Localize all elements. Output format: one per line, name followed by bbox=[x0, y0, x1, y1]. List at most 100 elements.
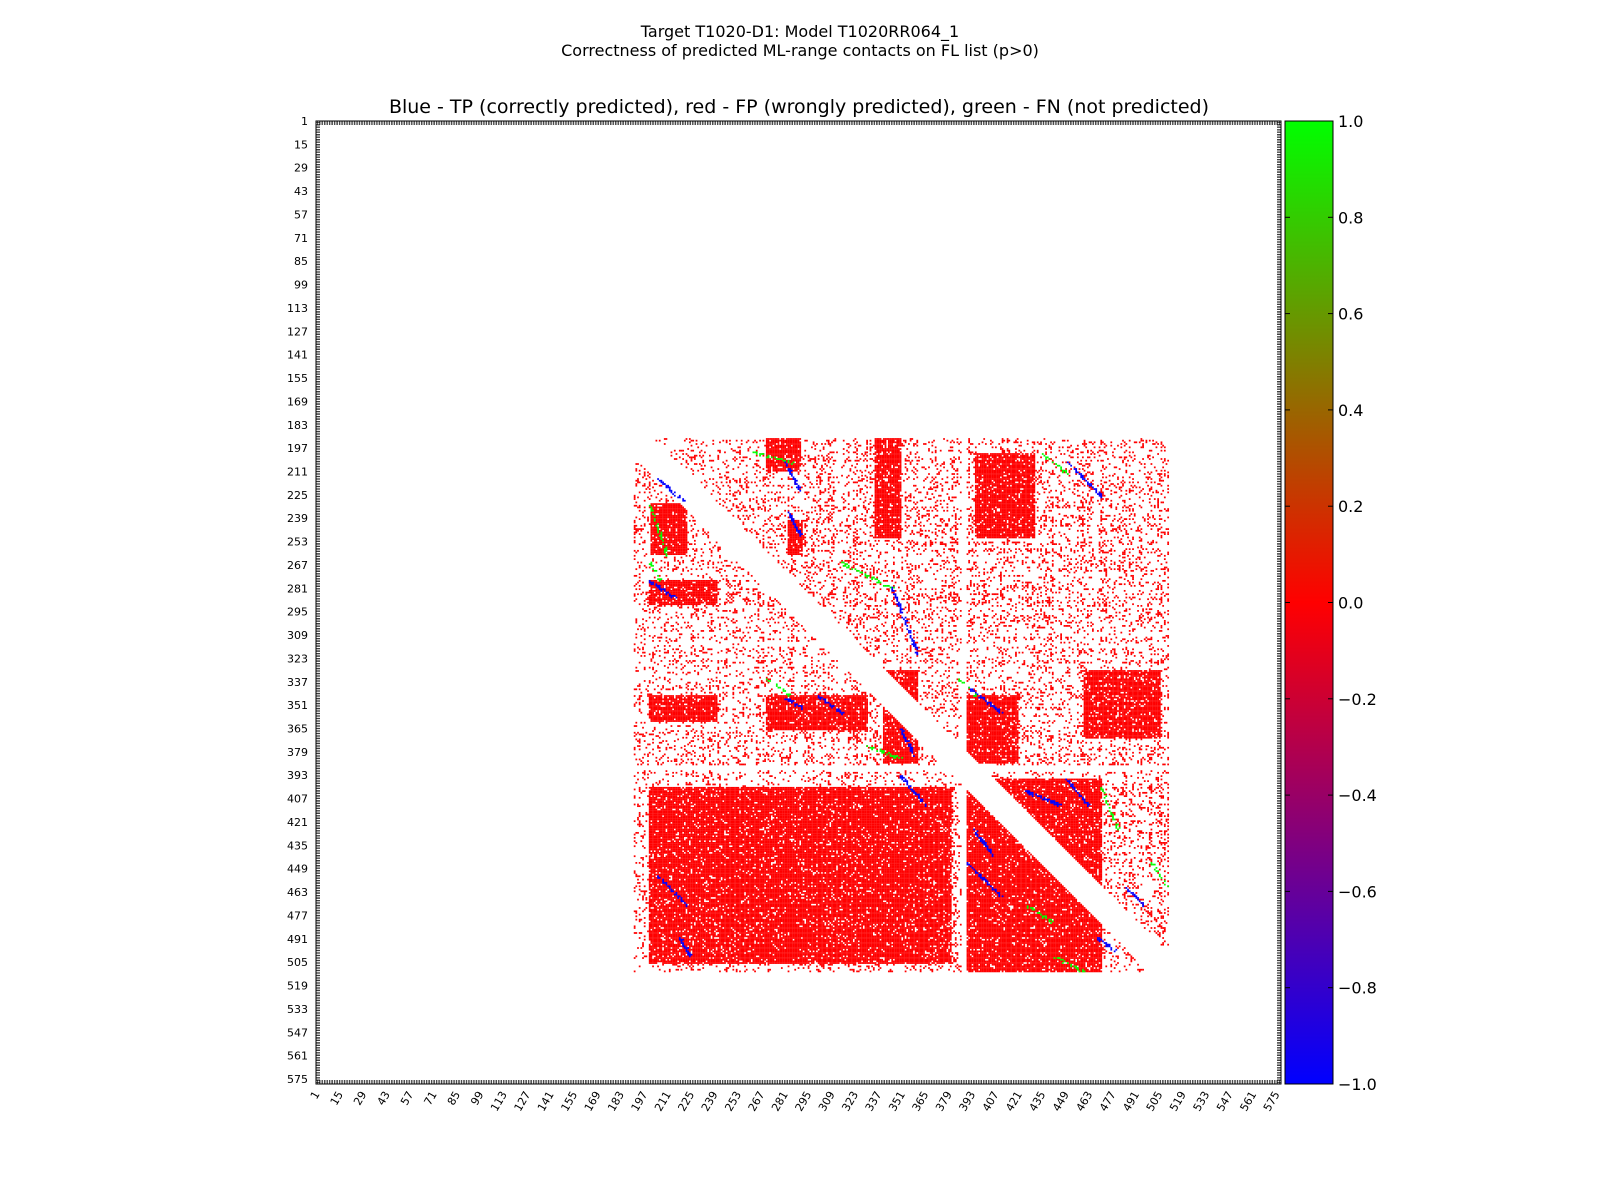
fp-contact-cell bbox=[667, 553, 669, 555]
fp-contact-cell bbox=[635, 842, 637, 844]
fp-contact-cell bbox=[649, 857, 651, 859]
fp-contact-cell bbox=[654, 583, 656, 585]
fp-contact-cell bbox=[650, 884, 652, 886]
fp-contact-cell bbox=[661, 522, 663, 524]
fp-contact-cell bbox=[656, 862, 658, 864]
fp-contact-cell bbox=[662, 842, 664, 844]
fp-contact-cell bbox=[649, 932, 651, 934]
fp-contact-cell bbox=[671, 854, 673, 856]
fp-contact-cell bbox=[635, 568, 637, 570]
fp-contact-cell bbox=[650, 552, 652, 554]
fp-contact-cell bbox=[640, 764, 642, 766]
fp-contact-cell bbox=[661, 930, 663, 932]
fp-contact-cell bbox=[664, 540, 666, 542]
fp-contact-cell bbox=[669, 882, 671, 884]
fp-contact-cell bbox=[661, 757, 663, 759]
fp-contact-cell bbox=[657, 882, 659, 884]
fp-contact-cell bbox=[657, 837, 659, 839]
fp-contact-cell bbox=[644, 885, 646, 887]
fp-contact-cell bbox=[659, 845, 661, 847]
fp-contact-cell bbox=[634, 575, 636, 577]
fp-contact-cell bbox=[654, 627, 656, 629]
fp-contact-cell bbox=[662, 864, 664, 866]
fp-contact-cell bbox=[667, 760, 669, 762]
fp-contact-cell bbox=[654, 700, 656, 702]
fp-contact-cell bbox=[666, 812, 668, 814]
fp-contact-cell bbox=[667, 905, 669, 907]
fp-contact-cell bbox=[664, 894, 666, 896]
fp-contact-cell bbox=[662, 857, 664, 859]
fp-contact-cell bbox=[637, 698, 639, 700]
fp-contact-cell bbox=[649, 880, 651, 882]
fp-contact-cell bbox=[661, 957, 663, 959]
fp-contact-cell bbox=[634, 688, 636, 690]
fp-contact-cell bbox=[669, 902, 671, 904]
fp-contact-cell bbox=[667, 917, 669, 919]
fp-contact-cell bbox=[642, 845, 644, 847]
fp-contact-cell bbox=[657, 857, 659, 859]
fp-contact-cell bbox=[667, 688, 669, 690]
fp-contact-cell bbox=[671, 952, 673, 954]
fp-contact-cell bbox=[642, 734, 644, 736]
fp-contact-cell bbox=[661, 553, 663, 555]
fp-contact-cell bbox=[650, 802, 652, 804]
fp-contact-cell bbox=[650, 809, 652, 811]
fp-contact-cell bbox=[672, 550, 674, 552]
fp-contact-cell bbox=[662, 945, 664, 947]
fp-contact-cell bbox=[669, 797, 671, 799]
fp-contact-cell bbox=[667, 705, 669, 707]
fp-contact-cell bbox=[669, 553, 671, 555]
fp-contact-cell bbox=[639, 824, 641, 826]
fp-contact-cell bbox=[657, 935, 659, 937]
fp-contact-cell bbox=[650, 812, 652, 814]
fp-contact-cell bbox=[657, 593, 659, 595]
fp-contact-cell bbox=[666, 585, 668, 587]
fp-contact-cell bbox=[654, 522, 656, 524]
fp-contact-cell bbox=[649, 473, 651, 475]
fp-contact-cell bbox=[669, 955, 671, 957]
fp-contact-cell bbox=[644, 630, 646, 632]
fp-contact-cell bbox=[669, 505, 671, 507]
fp-contact-cell bbox=[639, 789, 641, 791]
fp-contact-cell bbox=[664, 934, 666, 936]
fp-contact-cell bbox=[645, 478, 647, 480]
fp-contact-cell bbox=[671, 532, 673, 534]
fp-contact-cell bbox=[659, 705, 661, 707]
fp-contact-cell bbox=[642, 570, 644, 572]
fp-contact-cell bbox=[650, 523, 652, 525]
fp-contact-cell bbox=[657, 600, 659, 602]
fp-contact-cell bbox=[650, 924, 652, 926]
fp-contact-cell bbox=[654, 715, 656, 717]
fp-contact-cell bbox=[664, 657, 666, 659]
fp-contact-cell bbox=[649, 895, 651, 897]
fp-contact-cell bbox=[642, 910, 644, 912]
fp-contact-cell bbox=[659, 603, 661, 605]
fp-contact-cell bbox=[671, 839, 673, 841]
fp-contact-cell bbox=[666, 522, 668, 524]
fp-contact-cell bbox=[671, 707, 673, 709]
fp-contact-cell bbox=[652, 950, 654, 952]
fp-contact-cell bbox=[661, 817, 663, 819]
fp-contact-cell bbox=[656, 859, 658, 861]
fp-contact-cell bbox=[635, 505, 637, 507]
fp-contact-cell bbox=[650, 495, 652, 497]
fp-contact-cell bbox=[656, 827, 658, 829]
fp-contact-cell bbox=[652, 707, 654, 709]
fp-contact-cell bbox=[635, 622, 637, 624]
fp-contact-cell bbox=[650, 939, 652, 941]
fp-contact-cell bbox=[667, 839, 669, 841]
fp-contact-cell bbox=[671, 497, 673, 499]
fp-contact-cell bbox=[647, 690, 649, 692]
fp-contact-cell bbox=[661, 840, 663, 842]
fp-contact-cell bbox=[656, 840, 658, 842]
fp-contact-cell bbox=[656, 582, 658, 584]
fp-contact-cell bbox=[664, 865, 666, 867]
fp-contact-cell bbox=[669, 860, 671, 862]
fp-contact-cell bbox=[639, 790, 641, 792]
fp-contact-cell bbox=[662, 920, 664, 922]
fp-contact-cell bbox=[669, 925, 671, 927]
fp-contact-cell bbox=[654, 944, 656, 946]
fp-contact-cell bbox=[664, 754, 666, 756]
fp-contact-cell bbox=[657, 800, 659, 802]
fp-contact-cell bbox=[642, 542, 644, 544]
